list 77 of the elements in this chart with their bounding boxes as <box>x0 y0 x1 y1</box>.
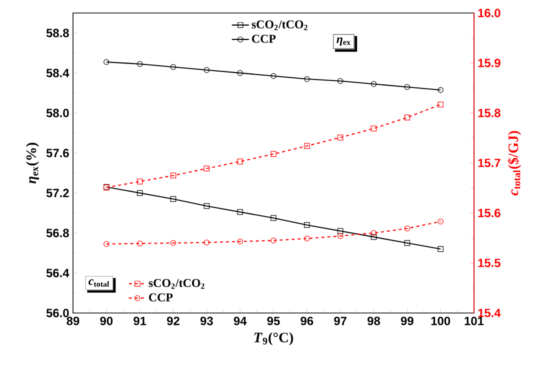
x-axis-title: T$_{9}$(°C) <box>254 332 294 346</box>
point <box>204 240 210 246</box>
y-tick-label: 58.0 <box>46 108 69 118</box>
annotation: c$_{total}$ <box>88 279 110 287</box>
y2-tick-label: 15.8 <box>478 108 500 118</box>
point <box>237 238 243 244</box>
point <box>270 215 276 221</box>
point <box>304 236 310 242</box>
x-tick-label: 90 <box>100 316 113 326</box>
x-tick-label: 97 <box>334 316 346 326</box>
point <box>370 230 377 236</box>
y2-tick-label: 15.6 <box>478 208 500 218</box>
legend-label: CCP <box>148 293 173 302</box>
point <box>438 102 444 108</box>
point <box>237 70 243 76</box>
point <box>237 209 243 215</box>
y2-tick-label: 15.5 <box>478 258 500 268</box>
x-tick-label: 99 <box>400 316 414 326</box>
point <box>304 143 310 149</box>
y2-tick-label: 15.7 <box>478 158 500 168</box>
y2-tick-label: 15.9 <box>478 58 500 68</box>
legend-label: sCO$_{2}$/tCO$_{2}$ <box>148 279 204 289</box>
point <box>404 240 410 246</box>
point <box>136 178 143 184</box>
point <box>404 226 410 232</box>
point <box>136 240 143 246</box>
point <box>337 228 344 234</box>
x-tick-label: 101 <box>464 316 484 326</box>
x-tick-label: 89 <box>66 316 80 326</box>
point <box>136 61 143 67</box>
y-tick-label: 56.8 <box>46 228 69 238</box>
x-tick-label: 96 <box>300 316 314 326</box>
point <box>270 73 276 79</box>
legend-label: sCO$_{2}$/tCO$_{2}$ <box>252 20 308 30</box>
point <box>237 158 243 164</box>
x-tick-label: 91 <box>134 316 146 326</box>
y2-axis-title: c$_{total}$($/GJ) <box>508 130 522 196</box>
x-tick-label: 92 <box>167 316 180 326</box>
y-tick-label: 56.4 <box>46 268 70 278</box>
y2-tick-label: 15.4 <box>478 308 501 318</box>
point <box>204 203 210 209</box>
point <box>370 81 377 87</box>
point <box>136 190 143 196</box>
point <box>337 78 344 84</box>
point <box>404 114 410 120</box>
point <box>204 67 210 73</box>
x-tick-label: 98 <box>368 316 380 326</box>
point <box>304 222 310 228</box>
point <box>204 166 210 172</box>
point <box>404 84 410 90</box>
y-tick-label: 58.4 <box>46 68 70 78</box>
point <box>104 241 110 247</box>
point <box>370 234 377 240</box>
y-tick-label: 58.8 <box>46 28 69 38</box>
point <box>337 233 344 239</box>
point <box>170 196 176 202</box>
annotation: η$_{ex}$ <box>336 37 350 46</box>
point <box>304 76 310 82</box>
x-tick-label: 94 <box>234 316 247 326</box>
point <box>170 172 176 178</box>
point <box>270 151 276 157</box>
point <box>170 240 176 246</box>
point <box>438 246 444 252</box>
y-tick-label: 57.6 <box>46 148 69 158</box>
point <box>438 218 444 224</box>
y-tick-label: 57.2 <box>46 188 69 198</box>
point <box>270 238 276 244</box>
x-tick-label: 100 <box>431 316 450 326</box>
legend-label: CCP <box>252 34 276 43</box>
y2-tick-label: 16.0 <box>478 8 500 18</box>
x-tick-label: 93 <box>200 316 213 326</box>
point <box>170 64 176 70</box>
point <box>370 126 377 132</box>
x-tick-label: 95 <box>267 316 280 326</box>
point <box>337 134 344 140</box>
y-axis-title: η$_{ex}$(%) <box>26 142 39 184</box>
y-tick-label: 56.0 <box>46 308 69 318</box>
